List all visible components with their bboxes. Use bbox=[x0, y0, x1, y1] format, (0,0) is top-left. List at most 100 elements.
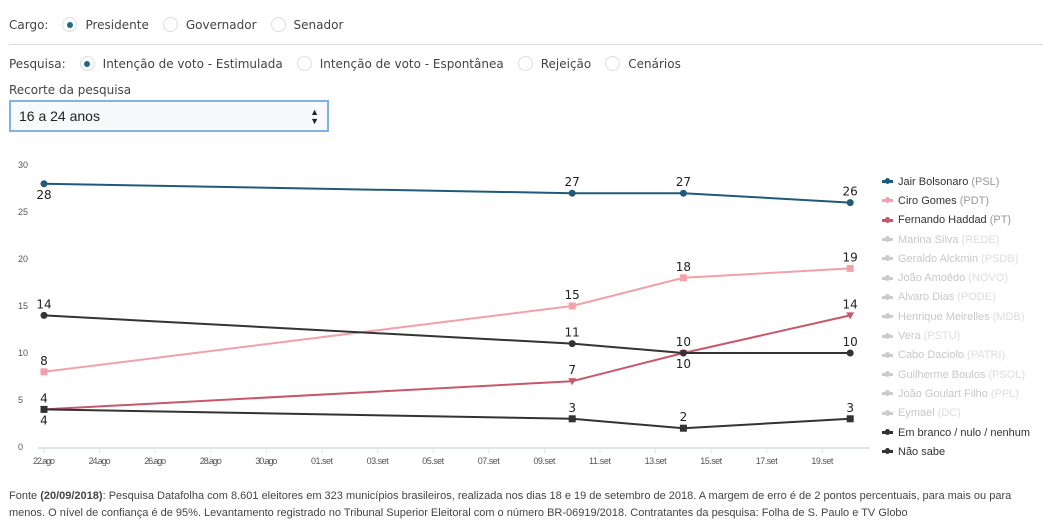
legend-item[interactable]: Fernando Haddad (PT) bbox=[882, 211, 1030, 230]
x-tick-label: 17.set bbox=[756, 456, 778, 466]
legend-name: Jair Bolsonaro bbox=[898, 175, 969, 188]
radio-icon[interactable] bbox=[79, 56, 95, 71]
series-line bbox=[43, 314, 851, 411]
select-arrows-icon: ▲ ▼ bbox=[310, 107, 319, 126]
legend-name: Fernando Haddad bbox=[898, 214, 987, 227]
radio-icon[interactable] bbox=[270, 17, 286, 32]
x-tick-label: 07.set bbox=[478, 456, 500, 466]
data-label: 10 bbox=[676, 357, 691, 371]
radio-icon[interactable] bbox=[517, 56, 533, 71]
legend-item[interactable]: Vera (PSTU) bbox=[882, 326, 1030, 345]
cargo-label: Cargo: bbox=[9, 17, 49, 32]
pesquisa-cenarios[interactable]: Cenários bbox=[605, 56, 681, 71]
legend-marker-icon bbox=[882, 371, 893, 378]
pesquisa-rejeicao[interactable]: Rejeição bbox=[517, 56, 591, 71]
y-tick-label: 10 bbox=[18, 348, 28, 358]
pesquisa-group: Pesquisa: Intenção de voto - Estimulada … bbox=[9, 56, 681, 71]
y-tick-label: 15 bbox=[18, 301, 28, 311]
series-line bbox=[43, 408, 851, 430]
recorte-value: 16 a 24 anos bbox=[19, 108, 100, 124]
legend-party: (MDB) bbox=[992, 310, 1025, 323]
line-chart: 0 5 10 15 20 25 30 22.ago 24.ago 26.ago 28.ago 30.a… bbox=[18, 160, 870, 466]
x-tick-label: 24.ago bbox=[89, 456, 111, 466]
legend-marker-icon bbox=[882, 390, 893, 397]
pesquisa-estimulada[interactable]: Intenção de voto - Estimulada bbox=[79, 56, 283, 71]
series-line bbox=[43, 267, 851, 373]
data-point bbox=[568, 340, 576, 348]
legend-party: (PT) bbox=[989, 214, 1012, 227]
legend-item[interactable]: Cabo Daciolo (PATRI) bbox=[882, 346, 1030, 365]
legend-party: (PSOL) bbox=[988, 368, 1026, 381]
legend-item[interactable]: Eymael (DC) bbox=[882, 404, 1030, 423]
x-tick-label: 11.set bbox=[589, 456, 611, 466]
legend-marker-icon bbox=[882, 313, 893, 320]
footer-date: (20/09/2018) bbox=[40, 490, 103, 502]
cargo-presidente[interactable]: Presidente bbox=[62, 17, 149, 32]
data-point bbox=[846, 415, 854, 423]
footer-source: Fonte (20/09/2018): Pesquisa Datafolha c… bbox=[9, 490, 1012, 519]
radio-icon[interactable] bbox=[62, 17, 78, 32]
legend-party: (PSDB) bbox=[981, 252, 1019, 265]
radio-icon[interactable] bbox=[296, 56, 312, 71]
data-point bbox=[846, 349, 854, 357]
legend-marker-icon bbox=[882, 274, 893, 281]
data-label: 18 bbox=[676, 260, 691, 274]
recorte-select[interactable]: 16 a 24 anos ▲ ▼ bbox=[9, 100, 329, 132]
data-point bbox=[568, 378, 577, 386]
legend-marker-icon bbox=[882, 351, 893, 358]
legend-item[interactable]: João Goulart Filho (PPL) bbox=[882, 384, 1030, 403]
data-label: 4 bbox=[40, 413, 48, 427]
data-point bbox=[40, 368, 48, 376]
recorte-label: Recorte da pesquisa bbox=[9, 83, 132, 97]
pesquisa-label: Pesquisa: bbox=[9, 56, 66, 71]
divider bbox=[9, 44, 1043, 45]
data-label: 27 bbox=[565, 175, 580, 189]
x-tick-label: 22.ago bbox=[33, 456, 55, 466]
legend-name: Vera bbox=[898, 330, 921, 343]
x-tick-label: 26.ago bbox=[144, 456, 166, 466]
legend-party: (PDT) bbox=[959, 194, 990, 207]
radio-icon[interactable] bbox=[605, 56, 621, 71]
legend-party: (REDE) bbox=[961, 233, 1000, 246]
data-point bbox=[679, 189, 687, 197]
legend-item[interactable]: Não sabe bbox=[882, 442, 1030, 461]
data-label: 15 bbox=[565, 288, 580, 302]
cargo-senador[interactable]: Senador bbox=[270, 17, 343, 32]
data-label: 19 bbox=[843, 250, 858, 264]
legend-item[interactable]: Marina Silva (REDE) bbox=[882, 230, 1030, 249]
y-tick-label: 0 bbox=[18, 442, 23, 452]
x-tick-label: 15.set bbox=[700, 456, 722, 466]
legend-item[interactable]: Ciro Gomes (PDT) bbox=[882, 191, 1030, 210]
legend-name: Henrique Meirelles bbox=[898, 310, 990, 323]
legend-item[interactable]: Jair Bolsonaro (PSL) bbox=[882, 172, 1030, 191]
legend-item[interactable]: Geraldo Alckmin (PSDB) bbox=[882, 249, 1030, 268]
data-label: 3 bbox=[568, 401, 576, 415]
data-point bbox=[846, 312, 855, 320]
y-tick-label: 5 bbox=[18, 395, 23, 405]
x-tick-label: 28.ago bbox=[200, 456, 222, 466]
legend-name: Eymael bbox=[898, 407, 935, 420]
legend-name: Alvaro Dias bbox=[898, 291, 955, 304]
data-label: 10 bbox=[843, 335, 858, 349]
legend-item[interactable]: Em branco / nulo / nenhum bbox=[882, 423, 1030, 442]
cargo-governador[interactable]: Governador bbox=[162, 17, 257, 32]
legend-marker-icon bbox=[882, 255, 893, 262]
x-tick-label: 05.set bbox=[422, 456, 444, 466]
pesquisa-espontanea[interactable]: Intenção de voto - Espontânea bbox=[296, 56, 504, 71]
radio-icon[interactable] bbox=[162, 17, 178, 32]
legend-marker-icon bbox=[882, 293, 893, 300]
legend-name: Cabo Daciolo bbox=[898, 349, 965, 362]
x-tick-label: 01.set bbox=[311, 456, 333, 466]
data-label: 27 bbox=[676, 175, 691, 189]
legend-name: Geraldo Alckmin bbox=[898, 252, 979, 265]
data-point bbox=[846, 264, 854, 272]
data-point bbox=[568, 189, 576, 197]
y-tick-label: 20 bbox=[18, 254, 28, 264]
legend-party: (PPL) bbox=[990, 387, 1020, 400]
legend-item[interactable]: Alvaro Dias (PODE) bbox=[882, 288, 1030, 307]
data-point bbox=[679, 274, 687, 282]
legend-item[interactable]: Guilherme Boulos (PSOL) bbox=[882, 365, 1030, 384]
data-point bbox=[846, 199, 854, 207]
legend-item[interactable]: João Amoêdo (NOVO) bbox=[882, 268, 1030, 287]
legend-item[interactable]: Henrique Meirelles (MDB) bbox=[882, 307, 1030, 326]
